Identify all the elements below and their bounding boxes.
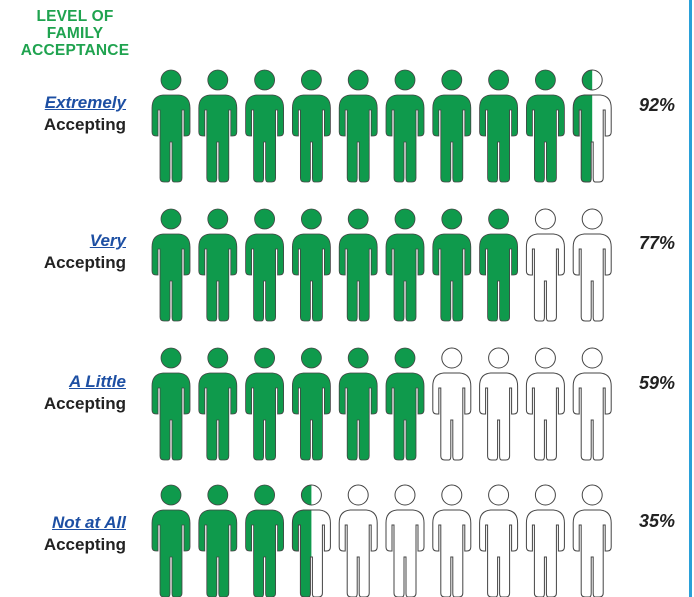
pictograph-row bbox=[151, 69, 612, 183]
person-icon bbox=[245, 69, 285, 183]
person-icon bbox=[479, 347, 519, 461]
person-icon bbox=[338, 484, 378, 597]
person-icon bbox=[479, 208, 519, 322]
accepting-word: Accepting bbox=[43, 535, 126, 554]
person-icon bbox=[526, 69, 565, 183]
percent-label: 92% bbox=[638, 95, 676, 115]
person-icon bbox=[291, 484, 331, 597]
person-icon bbox=[572, 484, 612, 597]
right-border-rule bbox=[689, 0, 692, 597]
person-icon bbox=[198, 484, 238, 597]
pictograph-row bbox=[151, 484, 612, 597]
person-icon bbox=[151, 347, 191, 461]
title-line: LEVEL OF bbox=[36, 8, 114, 25]
row-label-extremely: Extremely Accepting bbox=[0, 92, 126, 136]
person-icon bbox=[151, 484, 191, 597]
percent-label: 35% bbox=[638, 511, 676, 531]
pictograph-row bbox=[151, 208, 612, 322]
title-line: FAMILY bbox=[46, 25, 104, 42]
person-icon bbox=[525, 347, 565, 461]
person-icon bbox=[291, 208, 331, 322]
person-icon bbox=[291, 347, 331, 461]
level-word: Very bbox=[89, 231, 126, 250]
row-label-very: Very Accepting bbox=[0, 230, 126, 274]
person-icon bbox=[245, 208, 285, 322]
row-label-not-at-all: Not at All Accepting bbox=[0, 512, 126, 556]
person-icon bbox=[432, 484, 472, 597]
person-icon bbox=[385, 347, 425, 461]
row-label-a-little: A Little Accepting bbox=[0, 371, 126, 415]
person-icon bbox=[432, 208, 472, 322]
person-icon bbox=[479, 69, 519, 183]
person-icon bbox=[338, 208, 378, 322]
person-icon bbox=[572, 347, 612, 461]
person-icon bbox=[385, 484, 425, 597]
person-icon bbox=[432, 347, 472, 461]
level-word: Not at All bbox=[52, 513, 126, 532]
person-icon bbox=[525, 208, 565, 322]
accepting-word: Accepting bbox=[43, 115, 126, 134]
level-word: A Little bbox=[69, 372, 126, 391]
title-line: ACCEPTANCE bbox=[20, 42, 130, 59]
chart-title: LEVEL OF FAMILY ACCEPTANCE bbox=[0, 8, 150, 59]
person-icon bbox=[385, 69, 425, 183]
person-icon bbox=[479, 484, 519, 597]
person-icon bbox=[338, 347, 378, 461]
person-icon bbox=[198, 347, 238, 461]
person-icon bbox=[291, 69, 331, 183]
pictograph-row bbox=[151, 347, 612, 461]
accepting-word: Accepting bbox=[43, 394, 126, 413]
person-icon bbox=[338, 69, 378, 183]
person-icon bbox=[245, 484, 285, 597]
percent-label: 59% bbox=[638, 373, 676, 393]
person-icon bbox=[198, 69, 238, 183]
person-icon bbox=[572, 208, 612, 322]
person-icon bbox=[151, 208, 191, 322]
person-icon bbox=[525, 484, 565, 597]
accepting-word: Accepting bbox=[43, 253, 126, 272]
person-icon bbox=[245, 347, 285, 461]
level-word: Extremely bbox=[44, 93, 126, 112]
person-icon bbox=[151, 69, 191, 183]
person-icon bbox=[572, 69, 612, 183]
person-icon bbox=[385, 208, 425, 322]
person-icon bbox=[198, 208, 238, 322]
percent-label: 77% bbox=[638, 233, 676, 253]
person-icon bbox=[432, 69, 472, 183]
